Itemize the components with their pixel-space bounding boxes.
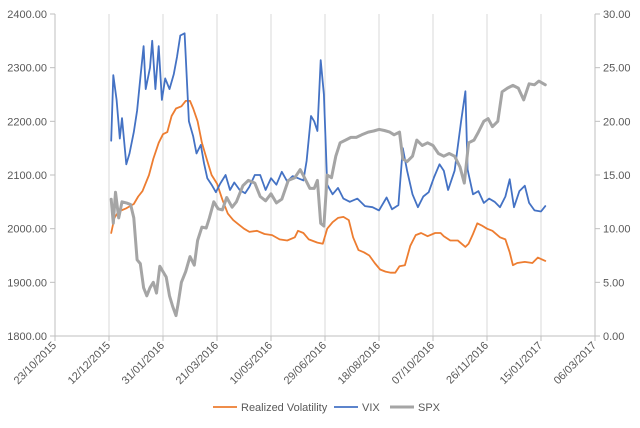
y-left-tick-label: 2300.00 [7,63,47,75]
y-right-tick-label: 0.00 [603,331,624,343]
y-right-tick-label: 25.00 [603,63,631,75]
y-left-tick-label: 2200.00 [7,116,47,128]
legend: Realized Volatility VIX SPX [213,402,441,414]
y-right-tick-label: 10.00 [603,224,631,236]
series-line-spx [109,79,547,318]
y-right-tick-label: 15.00 [603,170,631,182]
legend-label-vix: VIX [362,402,380,414]
legend-label-realized-volatility: Realized Volatility [241,402,328,414]
y-left-tick-label: 2000.00 [7,224,47,236]
y-right-tick-label: 5.00 [603,277,624,289]
legend-label-spx: SPX [418,402,441,414]
y-left-tick-label: 2400.00 [7,9,47,21]
y-left-tick-label: 1900.00 [7,277,47,289]
y-right-tick-label: 30.00 [603,9,631,21]
series-line-vix [110,32,547,213]
y-left-tick-label: 2100.00 [7,170,47,182]
series-lines [109,32,547,318]
y-left-tick-label: 1800.00 [7,331,47,343]
series-line-realized-volatility [110,100,547,274]
y-right-tick-label: 20.00 [603,116,631,128]
